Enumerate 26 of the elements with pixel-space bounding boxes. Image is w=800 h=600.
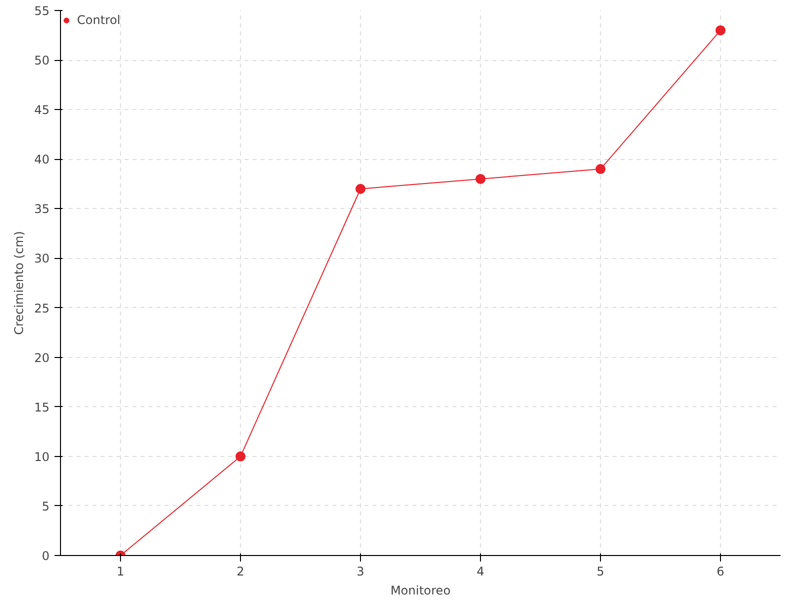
y-tick-label: 25: [34, 301, 50, 316]
y-tick-label: 0: [42, 549, 50, 563]
y-tick-label: 5: [42, 499, 50, 514]
y-tick-label: 55: [34, 4, 50, 18]
y-tick-label: 30: [34, 252, 50, 266]
point: [476, 174, 486, 184]
point: [356, 184, 366, 194]
y-tick-label: 45: [34, 103, 50, 118]
y-tick-label: 35: [34, 202, 50, 216]
x-tick-label: 5: [596, 564, 604, 578]
y-tick-label: 50: [34, 54, 50, 68]
x-axis-title: Monitoreo: [390, 584, 451, 598]
y-tick-label: 10: [34, 450, 50, 464]
x-tick-label: 6: [716, 564, 724, 578]
x-tick-label: 1: [116, 564, 124, 578]
x-tick-label: 2: [236, 564, 244, 578]
x-tick-label: 3: [356, 564, 364, 578]
point: [716, 25, 726, 36]
point: [596, 164, 606, 174]
legend-label: Control: [77, 13, 120, 27]
point: [236, 451, 246, 462]
y-tick-label: 40: [34, 152, 50, 167]
x-tick-label: 4: [476, 564, 484, 578]
y-tick-label: 20: [34, 350, 50, 365]
y-tick-label: 15: [34, 400, 50, 414]
y-axis-title: Crecimiento (cm): [12, 231, 26, 335]
